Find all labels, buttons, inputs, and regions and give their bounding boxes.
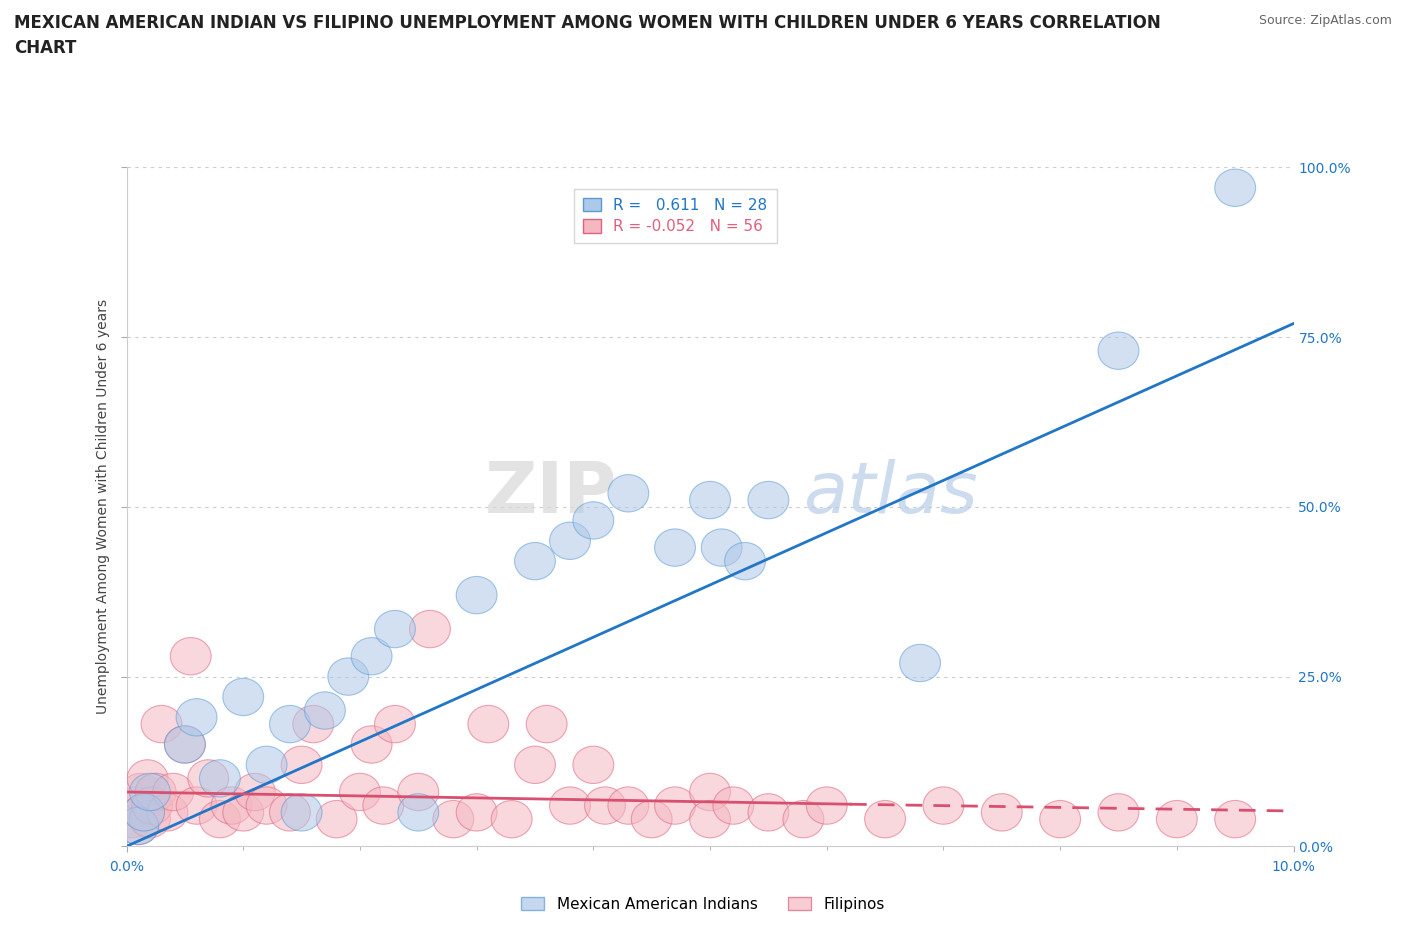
- Ellipse shape: [748, 482, 789, 519]
- Ellipse shape: [1156, 801, 1198, 838]
- Ellipse shape: [865, 801, 905, 838]
- Text: MEXICAN AMERICAN INDIAN VS FILIPINO UNEMPLOYMENT AMONG WOMEN WITH CHILDREN UNDER: MEXICAN AMERICAN INDIAN VS FILIPINO UNEM…: [14, 14, 1161, 32]
- Ellipse shape: [398, 774, 439, 811]
- Ellipse shape: [270, 793, 311, 831]
- Ellipse shape: [165, 725, 205, 764]
- Ellipse shape: [211, 787, 252, 824]
- Ellipse shape: [1215, 169, 1256, 206]
- Ellipse shape: [135, 774, 176, 811]
- Ellipse shape: [124, 793, 165, 831]
- Legend: Mexican American Indians, Filipinos: Mexican American Indians, Filipinos: [516, 890, 890, 918]
- Ellipse shape: [270, 706, 311, 743]
- Ellipse shape: [363, 787, 404, 824]
- Ellipse shape: [491, 801, 531, 838]
- Ellipse shape: [246, 746, 287, 783]
- Ellipse shape: [170, 638, 211, 675]
- Ellipse shape: [456, 577, 498, 614]
- Ellipse shape: [655, 787, 696, 824]
- Ellipse shape: [292, 706, 333, 743]
- Ellipse shape: [118, 807, 159, 844]
- Legend: R =   0.611   N = 28, R = -0.052   N = 56: R = 0.611 N = 28, R = -0.052 N = 56: [574, 189, 776, 244]
- Ellipse shape: [148, 793, 188, 831]
- Ellipse shape: [316, 801, 357, 838]
- Ellipse shape: [433, 801, 474, 838]
- Ellipse shape: [468, 706, 509, 743]
- Ellipse shape: [713, 787, 754, 824]
- Ellipse shape: [222, 678, 264, 715]
- Ellipse shape: [900, 644, 941, 682]
- Ellipse shape: [176, 787, 217, 824]
- Ellipse shape: [165, 725, 205, 764]
- Ellipse shape: [689, 774, 731, 811]
- Ellipse shape: [112, 801, 153, 838]
- Ellipse shape: [153, 774, 194, 811]
- Text: CHART: CHART: [14, 39, 76, 57]
- Ellipse shape: [922, 787, 965, 824]
- Text: 0.0%: 0.0%: [110, 860, 143, 874]
- Ellipse shape: [200, 760, 240, 797]
- Ellipse shape: [328, 658, 368, 696]
- Ellipse shape: [188, 760, 229, 797]
- Ellipse shape: [631, 801, 672, 838]
- Ellipse shape: [132, 787, 173, 824]
- Text: 10.0%: 10.0%: [1271, 860, 1316, 874]
- Ellipse shape: [1098, 793, 1139, 831]
- Ellipse shape: [339, 774, 381, 811]
- Ellipse shape: [981, 793, 1022, 831]
- Ellipse shape: [748, 793, 789, 831]
- Ellipse shape: [129, 774, 170, 811]
- Ellipse shape: [1098, 332, 1139, 369]
- Ellipse shape: [572, 746, 614, 783]
- Y-axis label: Unemployment Among Women with Children Under 6 years: Unemployment Among Women with Children U…: [96, 299, 110, 714]
- Ellipse shape: [607, 787, 648, 824]
- Ellipse shape: [352, 638, 392, 675]
- Ellipse shape: [806, 787, 848, 824]
- Text: ZIP: ZIP: [485, 458, 617, 527]
- Ellipse shape: [572, 502, 614, 539]
- Ellipse shape: [783, 801, 824, 838]
- Ellipse shape: [246, 787, 287, 824]
- Ellipse shape: [374, 610, 415, 647]
- Ellipse shape: [702, 529, 742, 566]
- Ellipse shape: [374, 706, 415, 743]
- Ellipse shape: [281, 793, 322, 831]
- Ellipse shape: [127, 760, 167, 797]
- Ellipse shape: [281, 746, 322, 783]
- Ellipse shape: [689, 482, 731, 519]
- Ellipse shape: [515, 746, 555, 783]
- Ellipse shape: [1215, 801, 1256, 838]
- Text: atlas: atlas: [803, 458, 979, 527]
- Ellipse shape: [550, 787, 591, 824]
- Ellipse shape: [689, 801, 731, 838]
- Ellipse shape: [724, 542, 765, 579]
- Ellipse shape: [398, 793, 439, 831]
- Ellipse shape: [129, 801, 170, 838]
- Ellipse shape: [655, 529, 696, 566]
- Ellipse shape: [607, 474, 648, 512]
- Ellipse shape: [456, 793, 498, 831]
- Ellipse shape: [585, 787, 626, 824]
- Ellipse shape: [409, 610, 450, 647]
- Ellipse shape: [200, 801, 240, 838]
- Ellipse shape: [1039, 801, 1081, 838]
- Ellipse shape: [305, 692, 346, 729]
- Ellipse shape: [141, 706, 181, 743]
- Ellipse shape: [124, 793, 165, 831]
- Ellipse shape: [550, 522, 591, 560]
- Ellipse shape: [115, 787, 156, 824]
- Ellipse shape: [235, 774, 276, 811]
- Ellipse shape: [176, 698, 217, 736]
- Text: Source: ZipAtlas.com: Source: ZipAtlas.com: [1258, 14, 1392, 27]
- Ellipse shape: [120, 774, 160, 811]
- Ellipse shape: [515, 542, 555, 579]
- Ellipse shape: [118, 807, 159, 844]
- Ellipse shape: [352, 725, 392, 764]
- Ellipse shape: [222, 793, 264, 831]
- Ellipse shape: [526, 706, 567, 743]
